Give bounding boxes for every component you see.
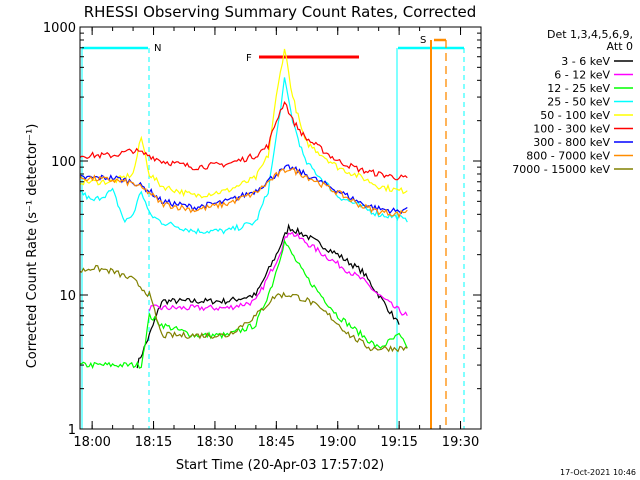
flag-layer: N F S <box>81 35 465 429</box>
axis-layer: 1 10 100 1000 18:00 18:15 18:30 18:45 19:00 19:15… <box>43 21 482 450</box>
series-line-8 <box>79 264 408 353</box>
flag-s-label: S <box>420 35 426 46</box>
legend-label: 800 - 7000 keV <box>526 150 610 163</box>
series-line-2 <box>79 238 408 370</box>
x-tick-label: 18:45 <box>258 435 295 450</box>
series-line-5 <box>79 101 408 181</box>
x-tick-label: 18:00 <box>73 435 110 450</box>
x-axis-label: Start Time (20-Apr-03 17:57:02) <box>176 458 384 473</box>
chart-title: RHESSI Observing Summary Count Rates, Co… <box>84 3 477 21</box>
series-line-1 <box>148 231 408 317</box>
footer-date: 17-Oct-2021 10:46 <box>560 468 636 477</box>
legend-label: 12 - 25 keV <box>547 82 610 95</box>
series-layer <box>79 48 408 370</box>
legend-label: 7000 - 15000 keV <box>512 163 610 176</box>
legend-header: Att 0 <box>607 40 633 53</box>
legend-label: 100 - 300 keV <box>533 123 610 136</box>
legend-label: 25 - 50 keV <box>547 96 610 109</box>
y-tick-label: 10 <box>59 289 76 304</box>
y-axis-label: Corrected Count Rate (s⁻¹ detector⁻¹) <box>25 124 40 369</box>
series-line-4 <box>79 48 408 199</box>
series-line-7 <box>79 167 408 219</box>
x-tick-label: 18:15 <box>135 435 172 450</box>
x-tick-label: 18:30 <box>196 435 233 450</box>
y-tick-label: 1 <box>68 423 76 438</box>
flag-n-label: N <box>154 43 161 54</box>
flag-f-label: F <box>246 53 252 64</box>
legend-header: Det 1,3,4,5,6,9, <box>547 28 633 41</box>
legend-label: 50 - 100 keV <box>540 109 610 122</box>
legend-label: 3 - 6 keV <box>561 55 610 68</box>
x-tick-label: 19:15 <box>380 435 417 450</box>
x-tick-label: 19:30 <box>442 435 479 450</box>
legend-label: 6 - 12 keV <box>554 69 610 82</box>
x-tick-label: 19:00 <box>319 435 356 450</box>
y-tick-label: 100 <box>51 155 76 170</box>
legend-label: 300 - 800 keV <box>533 136 610 149</box>
y-tick-label: 1000 <box>43 21 76 36</box>
series-line-0 <box>136 223 400 369</box>
plot-frame <box>79 26 482 430</box>
series-line-3 <box>79 77 408 235</box>
